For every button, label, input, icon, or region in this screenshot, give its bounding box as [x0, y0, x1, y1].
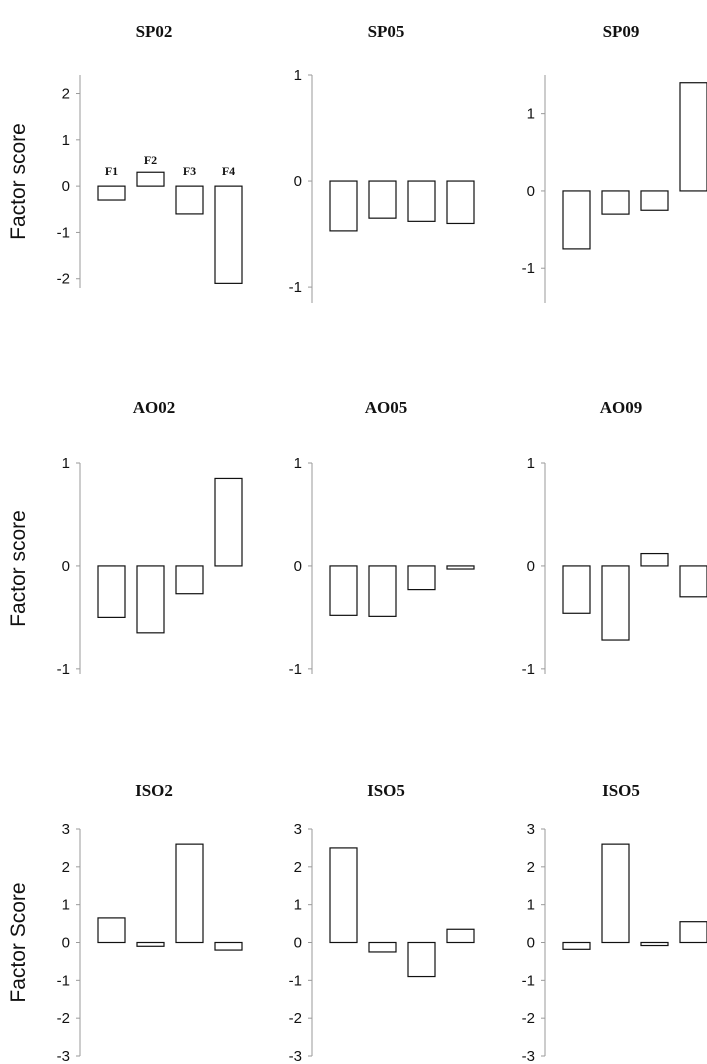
y-tick-label: 0 — [62, 935, 70, 952]
bar — [214, 941, 243, 951]
y-tick-label: 2 — [62, 86, 70, 103]
y-tick-label: 0 — [294, 558, 302, 575]
y-tick-label: -1 — [289, 972, 302, 989]
bar — [446, 928, 475, 944]
y-tick-label: 1 — [62, 897, 70, 914]
panel-title: ISO2 — [135, 781, 173, 800]
bar — [640, 552, 669, 567]
y-tick-label: -1 — [57, 972, 70, 989]
y-tick-label: -2 — [57, 271, 70, 288]
bar — [562, 565, 591, 614]
y-tick-label: 1 — [62, 455, 70, 472]
bar-category-label: F2 — [144, 153, 157, 167]
bar — [175, 185, 204, 215]
bar — [214, 185, 243, 284]
bar — [446, 565, 475, 570]
bar — [601, 843, 630, 944]
bar — [97, 565, 126, 618]
y-tick-label: -3 — [522, 1048, 535, 1064]
bar — [601, 565, 630, 641]
y-tick-label: 0 — [527, 935, 535, 952]
y-tick-label: 0 — [527, 183, 535, 200]
y-tick-label: 2 — [294, 859, 302, 876]
bar — [136, 941, 165, 947]
y-tick-label: 0 — [294, 935, 302, 952]
y-tick-label: 1 — [62, 132, 70, 149]
bar — [175, 843, 204, 944]
y-tick-label: -2 — [522, 1010, 535, 1027]
y-tick-label: -1 — [522, 661, 535, 678]
y-tick-label: -1 — [522, 972, 535, 989]
y-tick-label: 1 — [527, 455, 535, 472]
bar — [562, 941, 591, 950]
bar-category-label: F1 — [105, 164, 118, 178]
y-tick-label: 0 — [62, 558, 70, 575]
y-axis-label: Factor Score — [7, 882, 30, 1002]
bar — [640, 941, 669, 947]
panel-title: AO09 — [600, 398, 643, 417]
y-tick-label: 0 — [527, 558, 535, 575]
y-tick-label: 3 — [62, 821, 70, 838]
bar — [407, 180, 436, 222]
bar — [97, 917, 126, 944]
bar — [368, 180, 397, 219]
y-tick-label: 0 — [294, 173, 302, 190]
panel-title: AO02 — [133, 398, 176, 417]
y-tick-label: -1 — [289, 279, 302, 296]
y-tick-label: -1 — [522, 260, 535, 277]
panel-title: SP09 — [603, 22, 640, 41]
bar — [640, 190, 669, 211]
y-tick-label: 3 — [294, 821, 302, 838]
bar — [136, 171, 165, 187]
bar — [368, 565, 397, 617]
bar — [329, 180, 358, 232]
y-tick-label: -1 — [57, 661, 70, 678]
y-axis-label: Factor score — [7, 123, 30, 240]
bar — [679, 82, 707, 192]
y-axis-label: Factor score — [7, 510, 30, 627]
y-tick-label: -1 — [289, 661, 302, 678]
y-tick-label: -2 — [289, 1010, 302, 1027]
y-tick-label: 2 — [527, 859, 535, 876]
bar — [562, 190, 591, 250]
bar — [446, 180, 475, 225]
panel-title: AO05 — [365, 398, 408, 417]
bar — [329, 565, 358, 616]
y-tick-label: 3 — [527, 821, 535, 838]
panel-title: ISO5 — [602, 781, 640, 800]
panel-title: SP05 — [368, 22, 405, 41]
y-tick-label: -2 — [57, 1010, 70, 1027]
bar-category-label: F3 — [183, 164, 196, 178]
y-tick-label: 1 — [527, 106, 535, 123]
y-tick-label: 1 — [294, 897, 302, 914]
y-tick-label: 1 — [527, 897, 535, 914]
y-tick-label: 0 — [62, 178, 70, 195]
y-tick-label: -1 — [57, 224, 70, 241]
bar — [214, 477, 243, 567]
panel-title: SP02 — [136, 22, 173, 41]
y-tick-label: -3 — [57, 1048, 70, 1064]
y-tick-label: 1 — [294, 67, 302, 84]
panel-title: ISO5 — [367, 781, 405, 800]
bar — [368, 941, 397, 953]
bar — [407, 941, 436, 978]
bar — [136, 565, 165, 634]
bar — [679, 565, 707, 598]
bar — [97, 185, 126, 201]
bar — [329, 847, 358, 944]
y-tick-label: 1 — [294, 455, 302, 472]
bar — [601, 190, 630, 215]
bar — [407, 565, 436, 591]
y-tick-label: 2 — [62, 859, 70, 876]
bar — [679, 921, 707, 944]
bar-category-label: F4 — [222, 164, 235, 178]
y-tick-label: -3 — [289, 1048, 302, 1064]
bar — [175, 565, 204, 595]
